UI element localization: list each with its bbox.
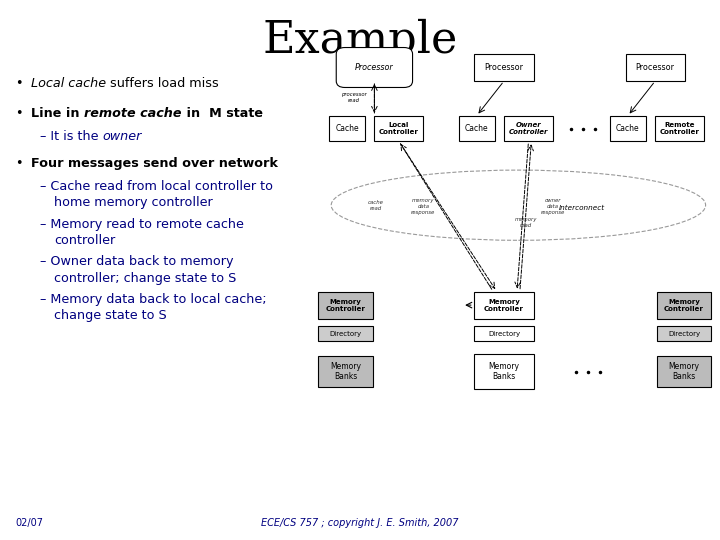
Text: Interconnect: Interconnect xyxy=(559,205,605,212)
Text: Cache: Cache xyxy=(616,124,639,133)
Text: Owner
Controller: Owner Controller xyxy=(509,122,548,135)
Text: Local cache: Local cache xyxy=(32,77,107,90)
Text: memory
data
response: memory data response xyxy=(411,198,436,214)
FancyBboxPatch shape xyxy=(474,54,534,81)
FancyBboxPatch shape xyxy=(318,292,373,319)
Text: Memory
Controller: Memory Controller xyxy=(664,299,704,312)
Text: Memory
Banks: Memory Banks xyxy=(668,362,700,381)
Text: change state to S: change state to S xyxy=(54,309,167,322)
Text: •: • xyxy=(16,157,32,170)
Text: – Memory read to remote cache: – Memory read to remote cache xyxy=(40,218,243,231)
Text: Local
Controller: Local Controller xyxy=(379,122,419,135)
Text: Directory: Directory xyxy=(330,330,361,337)
FancyBboxPatch shape xyxy=(610,116,646,141)
FancyBboxPatch shape xyxy=(657,292,711,319)
Text: suffers load miss: suffers load miss xyxy=(107,77,219,90)
Text: Processor: Processor xyxy=(485,63,523,72)
Text: Line in: Line in xyxy=(32,107,84,120)
Text: – It is the: – It is the xyxy=(40,130,102,143)
FancyBboxPatch shape xyxy=(504,116,553,141)
Text: home memory controller: home memory controller xyxy=(54,196,212,209)
FancyBboxPatch shape xyxy=(318,326,373,341)
Text: Processor: Processor xyxy=(636,63,675,72)
Text: Example: Example xyxy=(262,19,458,62)
Text: Processor: Processor xyxy=(355,63,394,72)
FancyBboxPatch shape xyxy=(657,326,711,341)
Text: – Cache read from local controller to: – Cache read from local controller to xyxy=(40,180,273,193)
Text: controller; change state to S: controller; change state to S xyxy=(54,272,236,285)
Text: Memory
Controller: Memory Controller xyxy=(484,299,524,312)
Text: memory
read: memory read xyxy=(514,217,537,228)
FancyBboxPatch shape xyxy=(336,48,413,87)
Text: owner: owner xyxy=(102,130,141,143)
Text: Four messages send over network: Four messages send over network xyxy=(32,157,278,170)
Text: in  M state: in M state xyxy=(182,107,263,120)
Text: controller: controller xyxy=(54,234,115,247)
Text: Directory: Directory xyxy=(668,330,700,337)
Text: remote cache: remote cache xyxy=(84,107,182,120)
FancyBboxPatch shape xyxy=(474,292,534,319)
FancyBboxPatch shape xyxy=(459,116,495,141)
Text: ECE/CS 757 ; copyright J. E. Smith, 2007: ECE/CS 757 ; copyright J. E. Smith, 2007 xyxy=(261,518,459,528)
FancyBboxPatch shape xyxy=(374,116,423,141)
Text: •: • xyxy=(16,77,32,90)
Text: Memory
Controller: Memory Controller xyxy=(325,299,366,312)
FancyBboxPatch shape xyxy=(318,356,373,387)
FancyBboxPatch shape xyxy=(329,116,365,141)
Text: – Owner data back to memory: – Owner data back to memory xyxy=(40,255,233,268)
Text: Memory
Banks: Memory Banks xyxy=(488,362,520,381)
FancyBboxPatch shape xyxy=(474,354,534,389)
Text: Cache: Cache xyxy=(336,124,359,133)
FancyBboxPatch shape xyxy=(474,326,534,341)
FancyBboxPatch shape xyxy=(655,116,704,141)
Text: Directory: Directory xyxy=(488,330,520,337)
Text: – Memory data back to local cache;: – Memory data back to local cache; xyxy=(40,293,266,306)
Text: Cache: Cache xyxy=(465,124,488,133)
Text: •: • xyxy=(16,107,32,120)
Text: owner
data
response: owner data response xyxy=(541,198,565,214)
FancyBboxPatch shape xyxy=(657,356,711,387)
FancyBboxPatch shape xyxy=(626,54,685,81)
Text: cache
read: cache read xyxy=(368,200,384,211)
Text: 02/07: 02/07 xyxy=(16,518,44,528)
Text: Remote
Controller: Remote Controller xyxy=(660,122,700,135)
Text: processor
read: processor read xyxy=(341,92,367,103)
Text: Memory
Banks: Memory Banks xyxy=(330,362,361,381)
